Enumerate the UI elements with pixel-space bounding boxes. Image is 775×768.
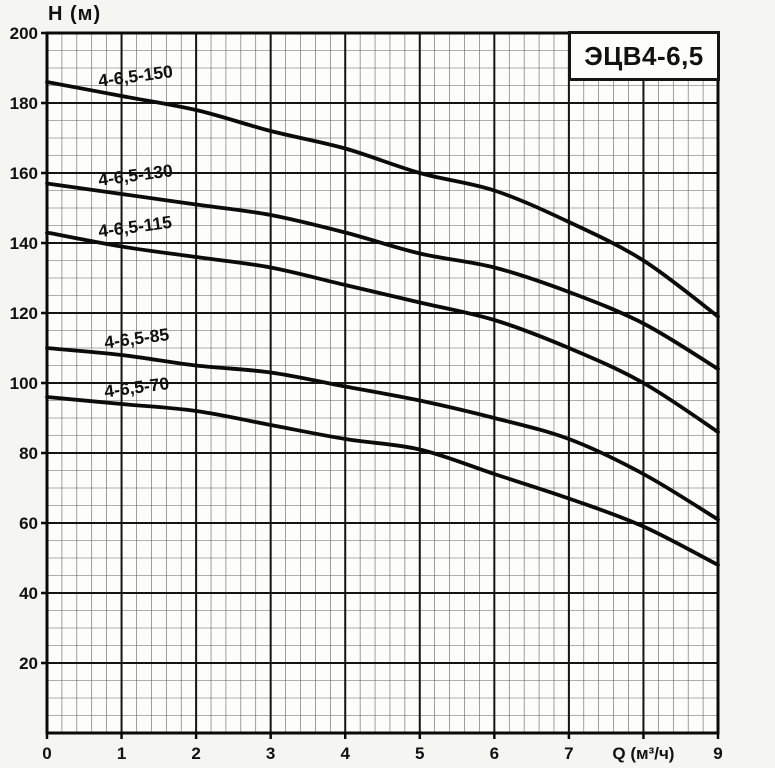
x-tick-label: 6 — [490, 744, 499, 763]
y-tick-label: 100 — [10, 374, 38, 393]
x-tick-label: 0 — [42, 744, 51, 763]
pump-model-box: ЭЦВ4-6,5 — [568, 31, 720, 81]
pump-curve-4-6,5-115 — [45, 230, 720, 434]
pump-curve-4-6,5-85 — [45, 346, 720, 522]
y-tick-label: 20 — [19, 654, 38, 673]
x-tick-label: 2 — [191, 744, 200, 763]
y-tick-label: 180 — [10, 94, 38, 113]
y-tick-label: 80 — [19, 444, 38, 463]
x-tick-label: 5 — [415, 744, 424, 763]
x-axis-title: Q (м³/ч) — [612, 744, 674, 763]
y-axis-title: H (м) — [48, 3, 102, 25]
y-tick-label: 160 — [10, 164, 38, 183]
plot-border — [45, 31, 720, 735]
pump-model-label: ЭЦВ4-6,5 — [584, 40, 704, 71]
x-tick-label: 7 — [564, 744, 573, 763]
x-tick-label: 9 — [713, 744, 722, 763]
y-tick-label: 120 — [10, 304, 38, 323]
y-tick-label: 140 — [10, 234, 38, 253]
pump-curve-4-6,5-150 — [45, 80, 720, 319]
y-tick-label: 40 — [19, 584, 38, 603]
x-tick-label: 1 — [117, 744, 126, 763]
x-tick-label: 4 — [340, 744, 350, 763]
pump-curve-4-6,5-130 — [45, 181, 720, 371]
y-tick-label: 200 — [10, 24, 38, 43]
y-tick-label: 60 — [19, 514, 38, 533]
x-tick-label: 3 — [266, 744, 275, 763]
pump-curve-4-6,5-70 — [45, 395, 720, 567]
